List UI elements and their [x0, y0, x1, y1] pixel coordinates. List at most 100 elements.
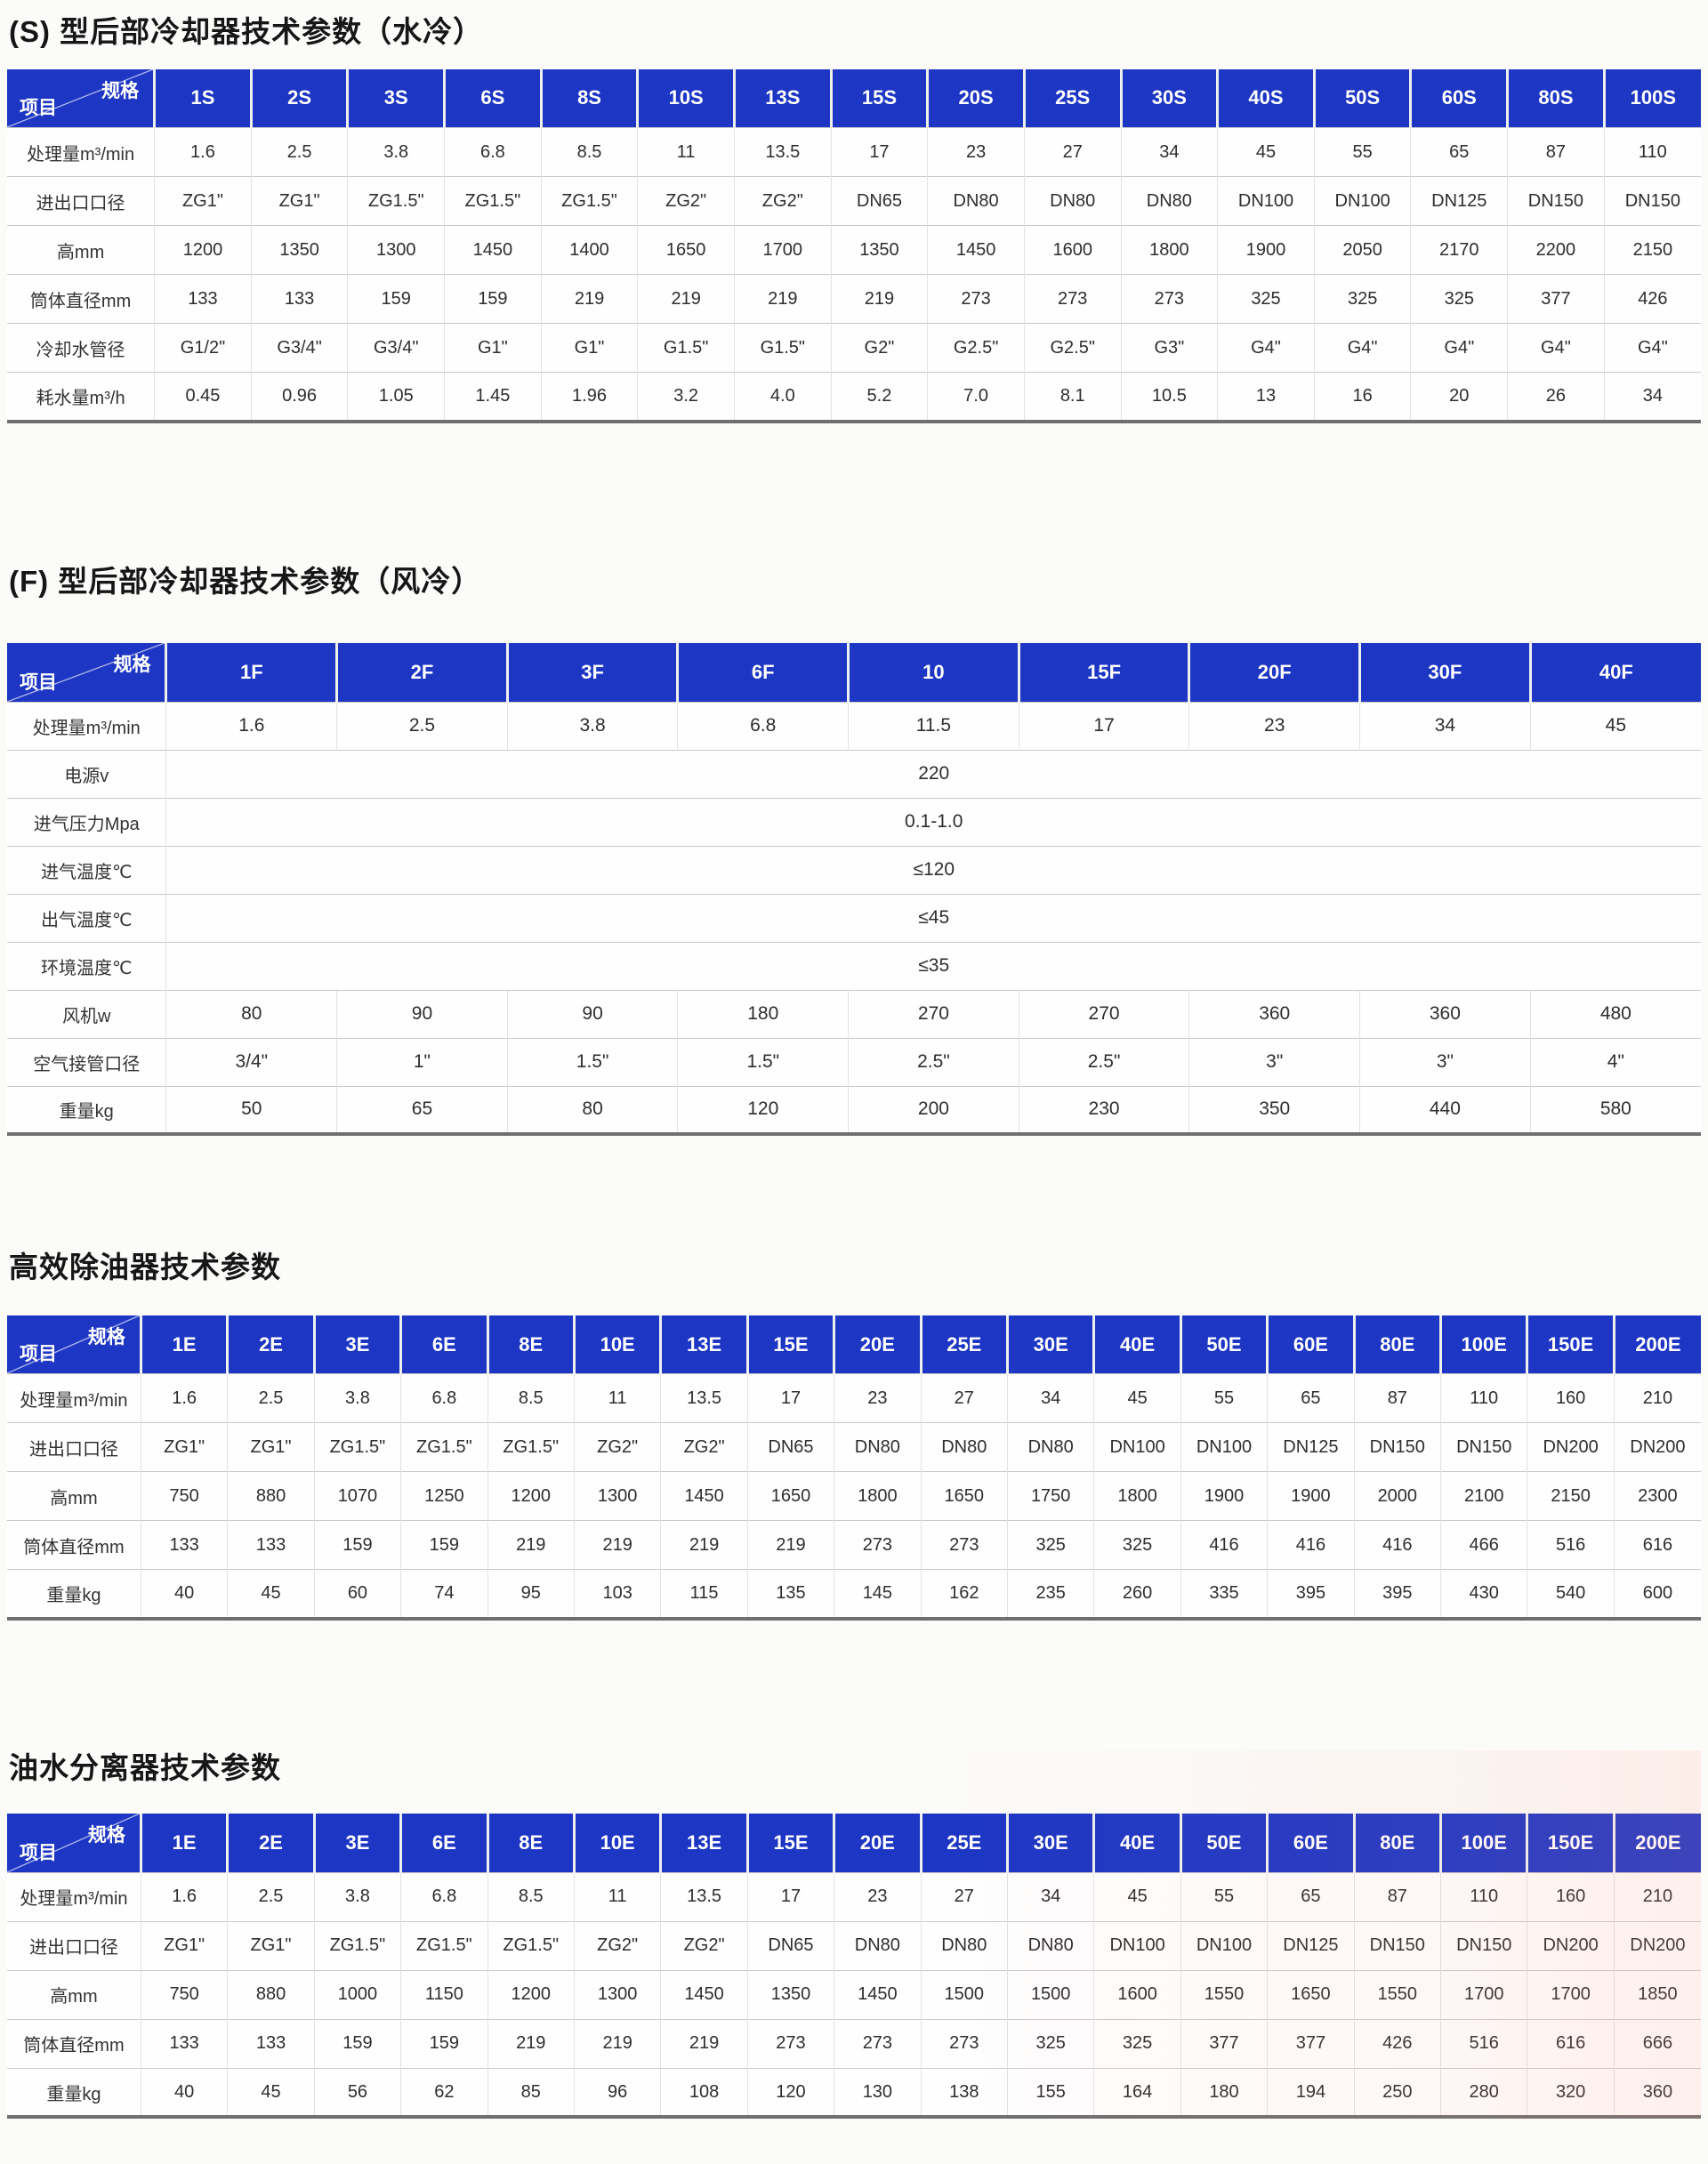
- column-header: 80E: [1352, 1315, 1441, 1374]
- value-cell: 0.96: [250, 372, 348, 422]
- column-header: 40E: [1092, 1814, 1181, 1873]
- value-cell: G2.5": [927, 323, 1025, 373]
- value-cell: DN200: [1527, 1422, 1615, 1472]
- value-cell: 219: [573, 1520, 661, 1570]
- value-cell: 45: [1529, 701, 1701, 751]
- value-cell: 2.5: [227, 1871, 315, 1922]
- merged-value-cell: 0.1-1.0: [165, 797, 1701, 847]
- value-cell: 1150: [400, 1969, 488, 2020]
- row-label: 重量kg: [7, 2067, 141, 2118]
- value-cell: 1.05: [347, 372, 445, 422]
- value-cell: DN65: [746, 1422, 834, 1472]
- value-cell: ZG1": [250, 176, 348, 226]
- table-row: 出气温度℃ ≤45: [7, 893, 1701, 943]
- value-cell: 273: [746, 2018, 834, 2069]
- value-cell: DN200: [1613, 1422, 1701, 1472]
- value-cell: 1600: [1093, 1969, 1181, 2020]
- value-cell: 2.5": [1018, 1037, 1189, 1087]
- value-cell: DN65: [830, 176, 928, 226]
- value-cell: DN80: [1006, 1920, 1094, 1971]
- column-header: 100E: [1439, 1315, 1527, 1374]
- value-cell: 219: [637, 274, 735, 324]
- value-cell: 416: [1180, 1520, 1268, 1570]
- row-label: 处理量m³/min: [7, 701, 166, 751]
- row-label: 高mm: [7, 225, 155, 275]
- value-cell: 360: [1188, 989, 1360, 1039]
- value-cell: 55: [1180, 1373, 1268, 1423]
- column-header: 8E: [486, 1315, 575, 1374]
- value-cell: 273: [920, 1520, 1008, 1570]
- header-row: 规格 项目 1S 2S 3S 6S 8S 10S 13S 15S 20S 25S 30S 40S 50S 60…: [7, 68, 1701, 128]
- value-cell: 325: [1093, 1520, 1181, 1570]
- value-cell: 26: [1507, 372, 1605, 422]
- value-cell: 159: [313, 2018, 401, 2069]
- value-cell: ZG2": [660, 1920, 748, 1971]
- value-cell: 200: [848, 1085, 1019, 1135]
- value-cell: 350: [1188, 1085, 1360, 1135]
- column-header: 30E: [1005, 1814, 1094, 1873]
- value-cell: ZG1.5": [487, 1920, 575, 1971]
- corner-item-label: 项目: [20, 672, 57, 693]
- corner-header: 规格 项目: [7, 1814, 141, 1873]
- value-cell: ZG1.5": [400, 1422, 488, 1472]
- value-cell: 1600: [1023, 225, 1122, 275]
- value-cell: 1800: [1120, 225, 1218, 275]
- value-cell: 90: [336, 989, 508, 1039]
- value-cell: ZG1": [227, 1422, 315, 1472]
- table-row: 处理量m³/min 1.6 2.5 3.8 6.8 8.5 11 13.5 17 23 27 34 45…: [7, 1373, 1701, 1423]
- table-row: 处理量m³/min 1.6 2.5 3.8 6.8 11.5 17 23 34 45: [7, 701, 1701, 751]
- value-cell: 11: [573, 1871, 661, 1922]
- column-header: 15E: [745, 1315, 834, 1374]
- value-cell: 110: [1603, 127, 1701, 177]
- value-cell: 2050: [1313, 225, 1411, 275]
- column-header: 1S: [153, 68, 252, 128]
- section-title-air-cooled: (F) 型后部冷却器技术参数（风冷）: [9, 564, 482, 598]
- value-cell: 1700: [1440, 1969, 1527, 2020]
- value-cell: ZG1": [140, 1422, 228, 1472]
- value-cell: 395: [1353, 1569, 1441, 1619]
- value-cell: ZG1": [154, 176, 252, 226]
- value-cell: 180: [677, 989, 849, 1039]
- value-cell: 130: [834, 2067, 922, 2118]
- value-cell: 1300: [573, 1471, 661, 1521]
- value-cell: 11: [573, 1373, 661, 1423]
- value-cell: 56: [313, 2067, 401, 2118]
- value-cell: 27: [1023, 127, 1122, 177]
- value-cell: 2000: [1353, 1471, 1441, 1521]
- value-cell: 120: [677, 1085, 849, 1135]
- table-row: 处理量m³/min 1.6 2.5 3.8 6.8 8.5 11 13.5 17 23 27 34 45…: [7, 1871, 1701, 1922]
- value-cell: 440: [1359, 1085, 1531, 1135]
- value-cell: 1900: [1267, 1471, 1355, 1521]
- value-cell: 80: [506, 1085, 678, 1135]
- value-cell: 1.5": [677, 1037, 849, 1087]
- value-cell: 8.1: [1023, 372, 1122, 422]
- row-label: 出气温度℃: [7, 893, 166, 943]
- value-cell: 164: [1093, 2067, 1181, 2118]
- value-cell: 16: [1313, 372, 1411, 422]
- value-cell: 1.5": [506, 1037, 678, 1087]
- value-cell: 395: [1267, 1569, 1355, 1619]
- corner-spec-label: 规格: [113, 655, 151, 676]
- value-cell: 34: [1120, 127, 1218, 177]
- value-cell: 34: [1006, 1373, 1094, 1423]
- value-cell: 360: [1359, 989, 1531, 1039]
- table-row: 冷却水管径 G1/2" G3/4" G3/4" G1" G1" G1.5" G1.5" G2" G…: [7, 323, 1701, 373]
- value-cell: 3.8: [347, 127, 445, 177]
- column-header: 80S: [1506, 68, 1605, 128]
- value-cell: 45: [227, 1569, 315, 1619]
- value-cell: 325: [1093, 2018, 1181, 2069]
- row-label: 重量kg: [7, 1085, 166, 1135]
- value-cell: 3/4": [165, 1037, 337, 1087]
- value-cell: 108: [660, 2067, 748, 2118]
- value-cell: 1700: [733, 225, 832, 275]
- value-cell: 45: [1217, 127, 1315, 177]
- corner-spec-label: 规格: [101, 80, 140, 101]
- value-cell: DN200: [1527, 1920, 1615, 1971]
- value-cell: 1300: [347, 225, 445, 275]
- value-cell: 55: [1313, 127, 1411, 177]
- value-cell: 3.8: [313, 1373, 401, 1423]
- value-cell: 1": [336, 1037, 508, 1087]
- value-cell: 23: [927, 127, 1025, 177]
- value-cell: 1200: [487, 1969, 575, 2020]
- table-row: 重量kg 40 45 56 62 85 96 108 120 130 138 155 164 180 194…: [7, 2067, 1701, 2118]
